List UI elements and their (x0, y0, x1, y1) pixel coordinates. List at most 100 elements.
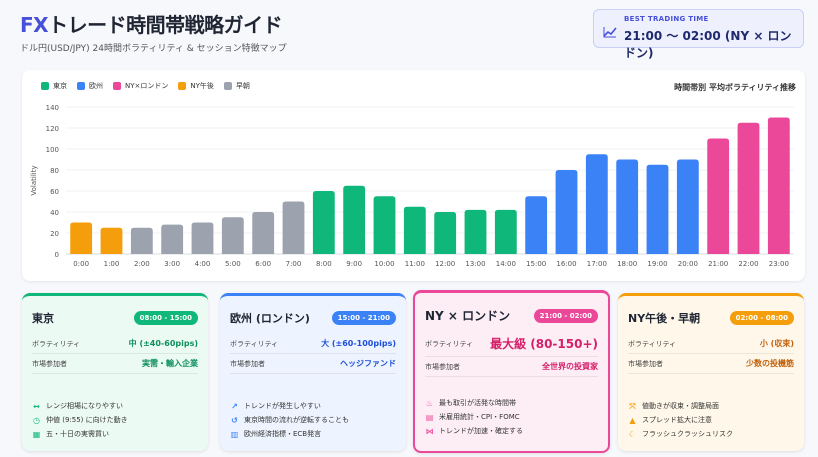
bar-23:00 (767, 117, 790, 254)
bar-6:00 (252, 212, 275, 254)
session-time-badge: 15:00 - 21:00 (331, 311, 396, 325)
title-text: トレード時間帯戦略ガイド (48, 13, 283, 37)
note-text: 米雇用統計・CPI・FOMC (439, 413, 520, 421)
session-notes: ↗ トレンドが発生しやすい ↺ 東京時間の流れが逆転することも ▥ 欧州経済指標・ECB発… (230, 399, 398, 441)
x-tick-label: 21:00 (708, 260, 728, 268)
participants-row: 市場参加者 少数の投機筋 (628, 358, 794, 374)
x-tick-label: 1:00 (104, 260, 120, 268)
compress-icon: ⤧ (629, 401, 636, 411)
volatility-row: ボラティリティ 小 (収束) (628, 338, 794, 354)
note-text: 最も取引が活発な時間帯 (439, 399, 516, 407)
x-tick-label: 15:00 (526, 260, 546, 268)
x-tick-label: 18:00 (617, 260, 637, 268)
note-text: レンジ相場になりやすい (46, 402, 123, 410)
session-name: 東京 (32, 312, 54, 325)
note-item: ▦ 五・十日の実需買い (32, 427, 200, 441)
x-tick-label: 8:00 (316, 260, 332, 268)
bar-3:00 (161, 224, 184, 254)
legend-item[interactable]: 欧州 (77, 81, 103, 91)
x-tick-label: 13:00 (465, 260, 485, 268)
best-time-value: 21:00 〜 02:00 (NY × ロンドン) (624, 29, 792, 60)
x-tick-label: 23:00 (769, 260, 789, 268)
x-tick-label: 22:00 (738, 260, 758, 268)
participants-value: 少数の投機筋 (746, 359, 794, 368)
bar-21:00 (707, 138, 730, 254)
session-time-badge: 21:00 - 02:00 (533, 308, 598, 323)
note-item: ↺ 東京時間の流れが逆転することも (230, 413, 398, 427)
bar-17:00 (585, 154, 608, 254)
x-tick-label: 14:00 (496, 260, 516, 268)
note-text: 値動きが収束・調整局面 (642, 402, 719, 410)
header: FXトレード時間帯戦略ガイド ドル円(USD/JPY) 24時間ボラティリティ … (20, 9, 287, 54)
y-tick-label: 120 (46, 125, 59, 133)
card-header: NY × ロンドン 21:00 - 02:00 (425, 307, 598, 324)
x-tick-label: 5:00 (225, 260, 241, 268)
bar-20:00 (676, 159, 699, 254)
note-text: 欧州経済指標・ECB発言 (244, 430, 322, 438)
card-header: NY午後・早朝 02:00 - 08:00 (628, 310, 794, 326)
legend-label: 東京 (53, 82, 67, 90)
x-tick-label: 2:00 (134, 260, 150, 268)
participants-row: 市場参加者 ヘッジファンド (230, 358, 396, 374)
title-fx: FX (20, 13, 49, 37)
volatility-label: ボラティリティ (425, 339, 474, 348)
volatility-value: 中 (±40-60pips) (128, 339, 198, 348)
volatility-value: 最大級 (80-150+) (490, 337, 598, 351)
note-text: 仲値 (9:55) に向けた動き (46, 416, 128, 424)
session-card: 東京 08:00 - 15:00 ボラティリティ 中 (±40-60pips) 市場参加… (22, 293, 208, 451)
note-text: 東京時間の流れが逆転することも (244, 416, 349, 424)
note-text: トレンドが加速・確定する (439, 427, 523, 435)
note-item: ♨ 最も取引が活発な時間帯 (425, 396, 600, 410)
arrows-horizontal-icon: ↔ (33, 401, 40, 411)
session-time-badge: 08:00 - 15:00 (133, 311, 198, 325)
participants-value: 全世界の投資家 (542, 362, 598, 371)
y-axis-label: Volatility (30, 165, 38, 195)
legend-swatch (178, 82, 187, 90)
y-tick-label: 80 (50, 167, 59, 175)
y-tick-label: 140 (46, 104, 59, 112)
bank-icon: ▥ (230, 429, 239, 439)
bar-18:00 (616, 159, 639, 254)
bar-19:00 (646, 164, 669, 254)
x-tick-label: 11:00 (405, 260, 425, 268)
session-card: 欧州 (ロンドン) 15:00 - 21:00 ボラティリティ 大 (±60-100p… (220, 293, 406, 451)
volatility-value: 小 (収束) (759, 339, 794, 348)
bar-12:00 (434, 212, 457, 254)
bar-2:00 (130, 227, 153, 254)
note-text: スプレッド拡大に注意 (642, 416, 712, 424)
x-tick-label: 7:00 (286, 260, 302, 268)
participants-label: 市場参加者 (32, 359, 67, 368)
bar-15:00 (525, 196, 548, 254)
legend-swatch (77, 82, 85, 90)
x-tick-label: 10:00 (374, 260, 394, 268)
session-name: 欧州 (ロンドン) (230, 312, 310, 325)
participants-row: 市場参加者 全世界の投資家 (425, 361, 598, 377)
legend-item[interactable]: NY午後 (178, 81, 214, 91)
session-card: NY午後・早朝 02:00 - 08:00 ボラティリティ 小 (収束) 市場参加者 少数… (618, 293, 804, 451)
legend-label: NY×ロンドン (125, 82, 169, 90)
x-tick-label: 12:00 (435, 260, 455, 268)
fire-icon: ♨ (425, 398, 434, 408)
session-notes: ♨ 最も取引が活発な時間帯 ▤ 米雇用統計・CPI・FOMC ⋈ トレンドが加速・確定する (425, 396, 600, 438)
legend-item[interactable]: 東京 (41, 81, 67, 91)
volatility-label: ボラティリティ (32, 339, 81, 348)
page-subtitle: ドル円(USD/JPY) 24時間ボラティリティ & セッション特徴マップ (20, 44, 287, 54)
x-tick-label: 20:00 (678, 260, 698, 268)
session-name: NY午後・早朝 (628, 312, 701, 325)
legend-item[interactable]: NY×ロンドン (113, 81, 168, 91)
chart-line-icon: ↗ (231, 401, 238, 411)
x-tick-label: 0:00 (73, 260, 89, 268)
bar-14:00 (494, 209, 517, 254)
session-card: NY × ロンドン 21:00 - 02:00 ボラティリティ 最大級 (80-150… (413, 290, 610, 453)
volatility-label: ボラティリティ (230, 339, 279, 348)
legend-item[interactable]: 早朝 (223, 81, 250, 91)
bar-1:00 (100, 227, 123, 254)
trend-line-icon (603, 23, 617, 42)
x-tick-label: 3:00 (164, 260, 180, 268)
x-tick-label: 4:00 (195, 260, 211, 268)
undo-icon: ↺ (231, 415, 238, 425)
bar-4:00 (191, 222, 214, 254)
session-name: NY × ロンドン (425, 309, 511, 323)
note-item: ▥ 欧州経済指標・ECB発言 (230, 427, 398, 441)
y-tick-label: 60 (50, 188, 59, 196)
